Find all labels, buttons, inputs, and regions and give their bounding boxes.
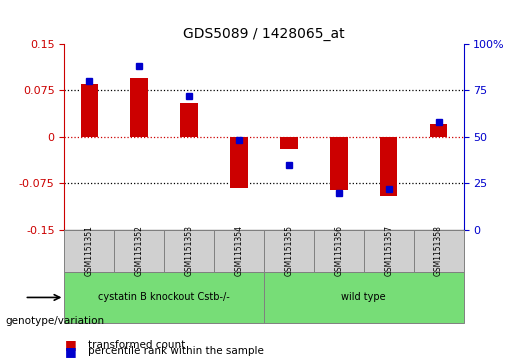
Bar	[80, 84, 98, 137]
Bar	[280, 137, 298, 149]
FancyBboxPatch shape	[214, 230, 264, 272]
Text: GSM1151353: GSM1151353	[184, 225, 194, 276]
Text: ■: ■	[64, 338, 76, 351]
FancyBboxPatch shape	[264, 272, 464, 323]
Text: cystatin B knockout Cstb-/-: cystatin B knockout Cstb-/-	[98, 293, 230, 302]
Text: wild type: wild type	[341, 293, 386, 302]
FancyBboxPatch shape	[264, 230, 314, 272]
Bar	[430, 124, 448, 137]
Title: GDS5089 / 1428065_at: GDS5089 / 1428065_at	[183, 27, 345, 41]
Bar	[130, 78, 148, 137]
Bar	[230, 137, 248, 188]
Text: percentile rank within the sample: percentile rank within the sample	[88, 346, 264, 356]
Text: GSM1151357: GSM1151357	[384, 225, 393, 276]
Bar	[330, 137, 348, 189]
Text: GSM1151358: GSM1151358	[434, 225, 443, 276]
FancyBboxPatch shape	[64, 230, 114, 272]
Text: GSM1151356: GSM1151356	[334, 225, 344, 276]
Bar	[180, 103, 198, 137]
Text: GSM1151355: GSM1151355	[284, 225, 294, 276]
FancyBboxPatch shape	[164, 230, 214, 272]
Text: ■: ■	[64, 345, 76, 358]
Text: GSM1151351: GSM1151351	[85, 225, 94, 276]
FancyBboxPatch shape	[414, 230, 464, 272]
Bar	[380, 137, 398, 196]
Text: genotype/variation: genotype/variation	[5, 316, 104, 326]
Text: GSM1151354: GSM1151354	[234, 225, 244, 276]
Text: GSM1151352: GSM1151352	[135, 225, 144, 276]
FancyBboxPatch shape	[364, 230, 414, 272]
FancyBboxPatch shape	[314, 230, 364, 272]
Text: transformed count: transformed count	[88, 340, 185, 350]
FancyBboxPatch shape	[114, 230, 164, 272]
FancyBboxPatch shape	[64, 272, 264, 323]
